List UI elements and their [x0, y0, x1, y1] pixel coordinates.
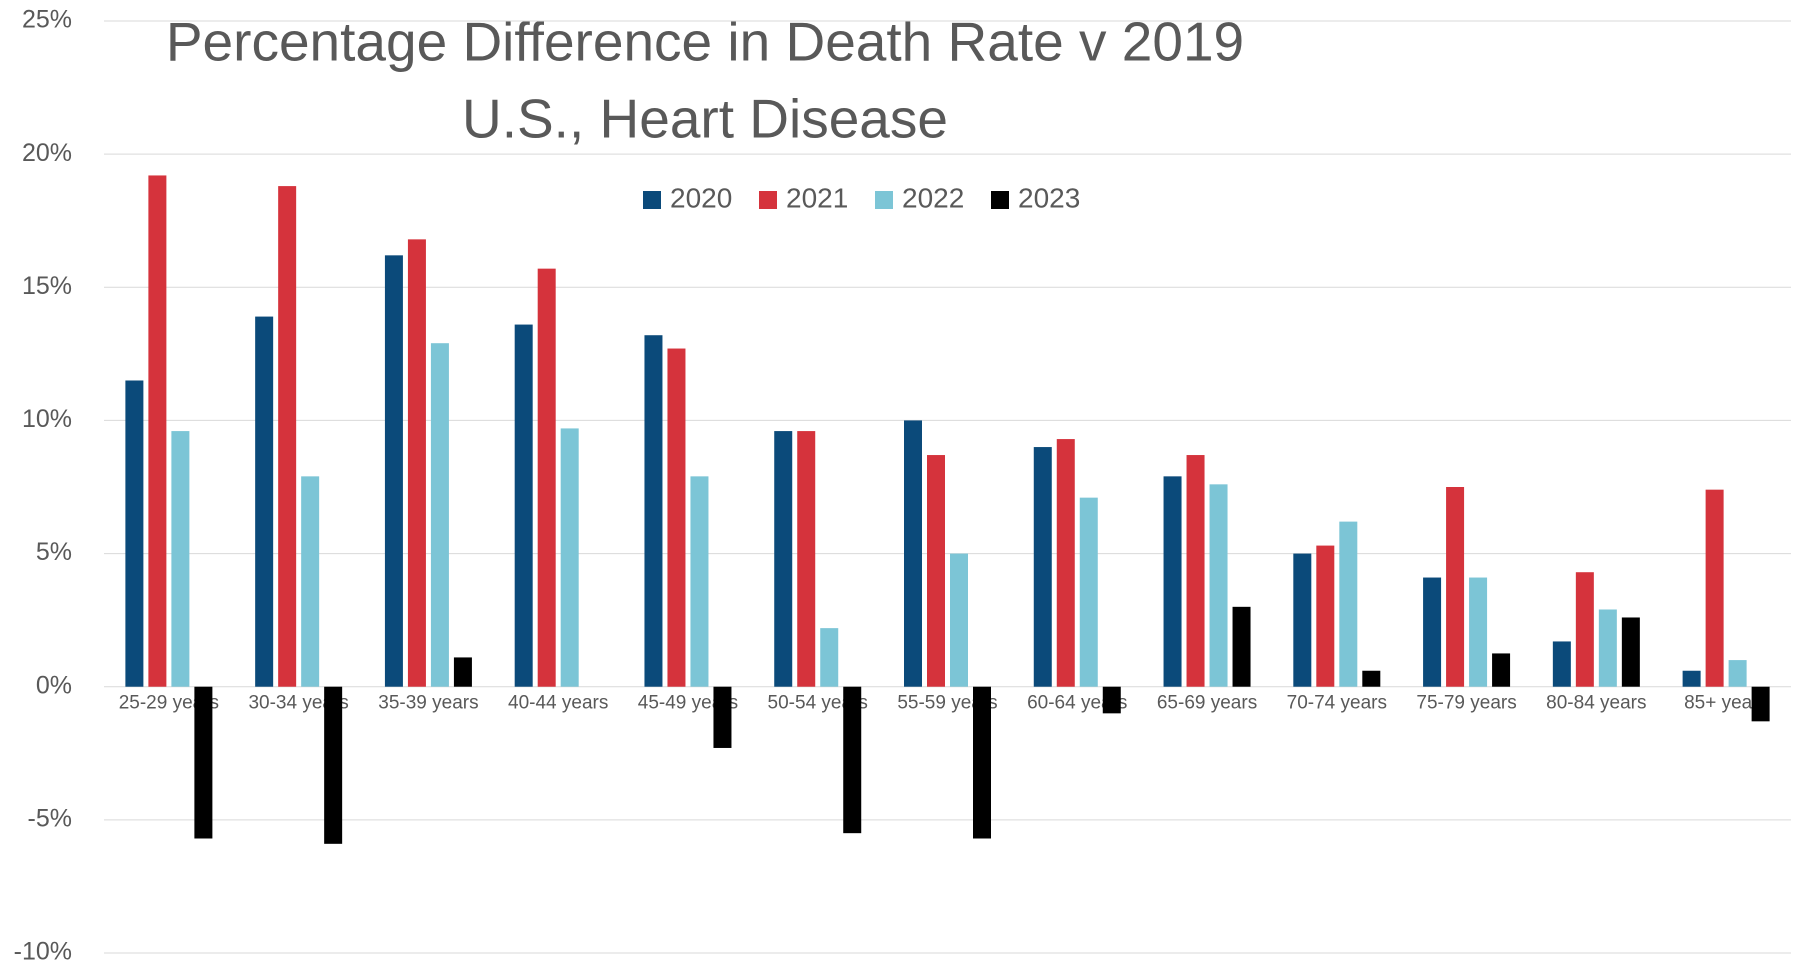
bar	[1575, 572, 1594, 687]
bar	[1033, 447, 1052, 687]
x-tick-label: 50-54 years	[768, 693, 868, 714]
bar	[1163, 476, 1182, 687]
x-tick-label: 40-44 years	[508, 693, 608, 714]
bar	[690, 476, 709, 687]
x-tick-label: 25-29 years	[119, 693, 219, 714]
legend-label: 2022	[902, 182, 964, 213]
bar	[255, 316, 274, 687]
bar	[927, 455, 945, 687]
bar	[1339, 521, 1358, 687]
x-tick-label: 75-79 years	[1416, 693, 1516, 714]
bar	[407, 239, 426, 687]
legend-swatch	[643, 191, 661, 209]
bar	[1446, 487, 1465, 687]
x-tick-label: 60-64 years	[1027, 693, 1127, 714]
bar	[1751, 686, 1770, 722]
x-tick-label: 85+ years	[1684, 693, 1768, 714]
bar	[644, 335, 663, 687]
y-tick-label: 20%	[22, 139, 72, 167]
chart-subtitle: U.S., Heart Disease	[462, 88, 948, 150]
y-tick-label: 10%	[22, 405, 72, 433]
legend-label: 2021	[786, 182, 848, 213]
bar	[1682, 670, 1701, 687]
y-tick-label: 25%	[22, 6, 72, 34]
bar	[384, 255, 403, 687]
legend-swatch	[991, 191, 1009, 209]
x-tick-label: 45-49 years	[638, 693, 738, 714]
bar	[1492, 653, 1511, 687]
bar	[1423, 577, 1442, 687]
bar	[1186, 455, 1205, 687]
bar	[324, 686, 343, 844]
bar	[1552, 641, 1571, 687]
bar	[514, 324, 533, 687]
bar	[774, 431, 793, 687]
bar	[1079, 497, 1098, 687]
bar	[1293, 553, 1312, 687]
bar	[1232, 606, 1251, 687]
bar	[560, 428, 579, 687]
y-tick-label: 0%	[36, 671, 72, 699]
bar	[950, 553, 968, 687]
bar	[973, 686, 991, 839]
y-tick-label: 5%	[36, 538, 72, 566]
x-tick-label: 35-39 years	[378, 693, 478, 714]
y-tick-label: -5%	[28, 804, 72, 832]
bar	[797, 431, 816, 687]
x-tick-label: 80-84 years	[1546, 693, 1646, 714]
bar	[843, 686, 862, 834]
bar	[1621, 617, 1640, 687]
bar	[1705, 489, 1724, 687]
x-tick-label: 70-74 years	[1287, 693, 1387, 714]
y-tick-label: 15%	[22, 272, 72, 300]
bar	[537, 268, 556, 687]
bar	[1209, 484, 1228, 687]
y-tick-label: -10%	[14, 938, 72, 963]
legend-swatch	[759, 191, 777, 209]
bar	[301, 476, 320, 687]
legend-swatch	[875, 191, 893, 209]
x-tick-label: 55-59 years	[897, 693, 997, 714]
bar	[713, 686, 732, 748]
bar	[1728, 660, 1747, 687]
x-tick-label: 30-34 years	[248, 693, 348, 714]
bar	[904, 420, 922, 687]
x-tick-label: 65-69 years	[1157, 693, 1257, 714]
bar	[1316, 545, 1335, 687]
bar	[171, 431, 190, 687]
bar	[1102, 686, 1121, 714]
bar	[148, 175, 167, 687]
bar	[194, 686, 213, 839]
bar	[430, 343, 449, 687]
bar	[1469, 577, 1488, 687]
bar	[667, 348, 686, 687]
bar	[1598, 609, 1617, 687]
bar	[820, 628, 839, 687]
legend-label: 2023	[1018, 182, 1080, 213]
bar	[125, 380, 144, 687]
bar	[1056, 439, 1075, 687]
legend-label: 2020	[670, 182, 732, 213]
bar	[278, 186, 297, 687]
bar	[453, 657, 472, 687]
bar	[1362, 670, 1381, 687]
chart-title: Percentage Difference in Death Rate v 20…	[166, 11, 1244, 73]
